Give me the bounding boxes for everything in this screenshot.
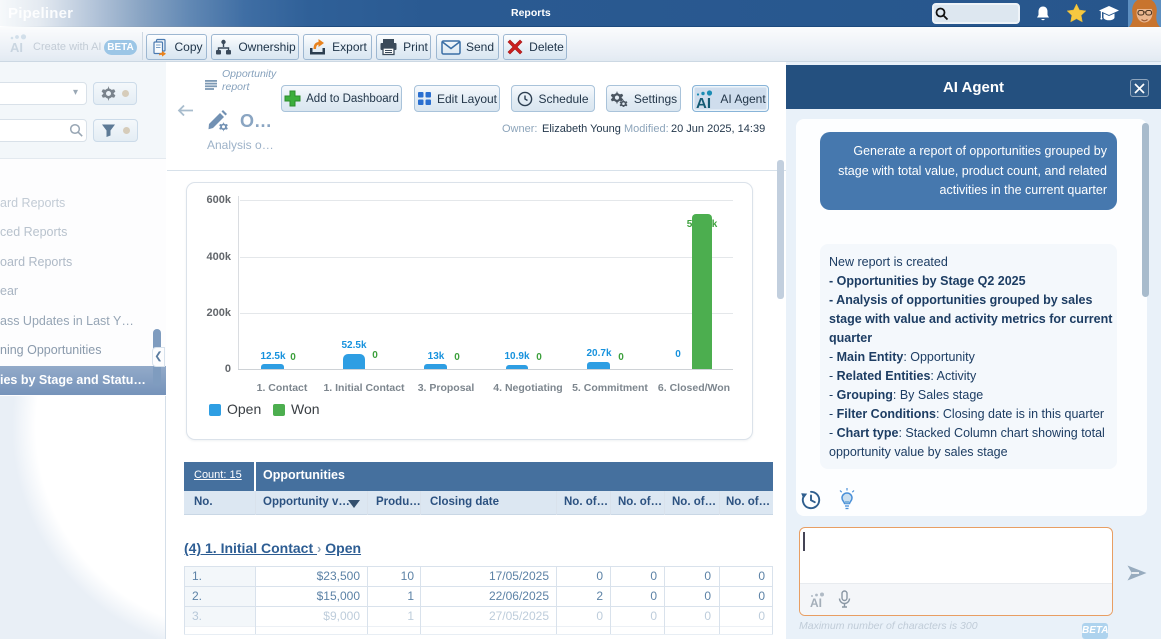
svg-text:AI: AI bbox=[696, 95, 711, 110]
svg-text:AI: AI bbox=[810, 596, 822, 609]
svg-text:AI: AI bbox=[10, 40, 23, 55]
